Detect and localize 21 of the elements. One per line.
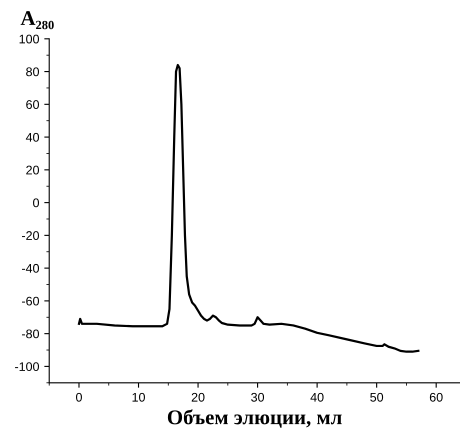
y-tick-label: -60 xyxy=(22,296,40,306)
x-tick-label: 10 xyxy=(132,392,145,402)
x-tick-label: 20 xyxy=(192,392,205,402)
line-series xyxy=(78,64,420,353)
y-tick-label: 40 xyxy=(26,132,40,142)
y-tick-label: 60 xyxy=(26,100,40,109)
x-tick-label: 50 xyxy=(370,392,384,402)
y-tick-label: -100 xyxy=(15,362,40,372)
x-axis-title: Объем элюции, мл xyxy=(168,409,342,428)
y-tick-label: -80 xyxy=(22,329,40,338)
y-tick-label: -40 xyxy=(22,264,40,273)
y-tick-label: 20 xyxy=(26,166,40,174)
x-tick-label: 60 xyxy=(430,392,443,402)
y-axis-title: A₂₈₀ xyxy=(20,11,54,30)
x-tick-label: 40 xyxy=(310,392,324,402)
y-tick-label: 80 xyxy=(26,67,40,76)
y-tick-label: -20 xyxy=(22,231,40,240)
y-tick-label: 0 xyxy=(33,198,40,208)
x-tick-label: 0 xyxy=(76,392,82,402)
x-tick-label: 30 xyxy=(251,392,264,402)
y-tick-label: 100 xyxy=(20,34,40,44)
